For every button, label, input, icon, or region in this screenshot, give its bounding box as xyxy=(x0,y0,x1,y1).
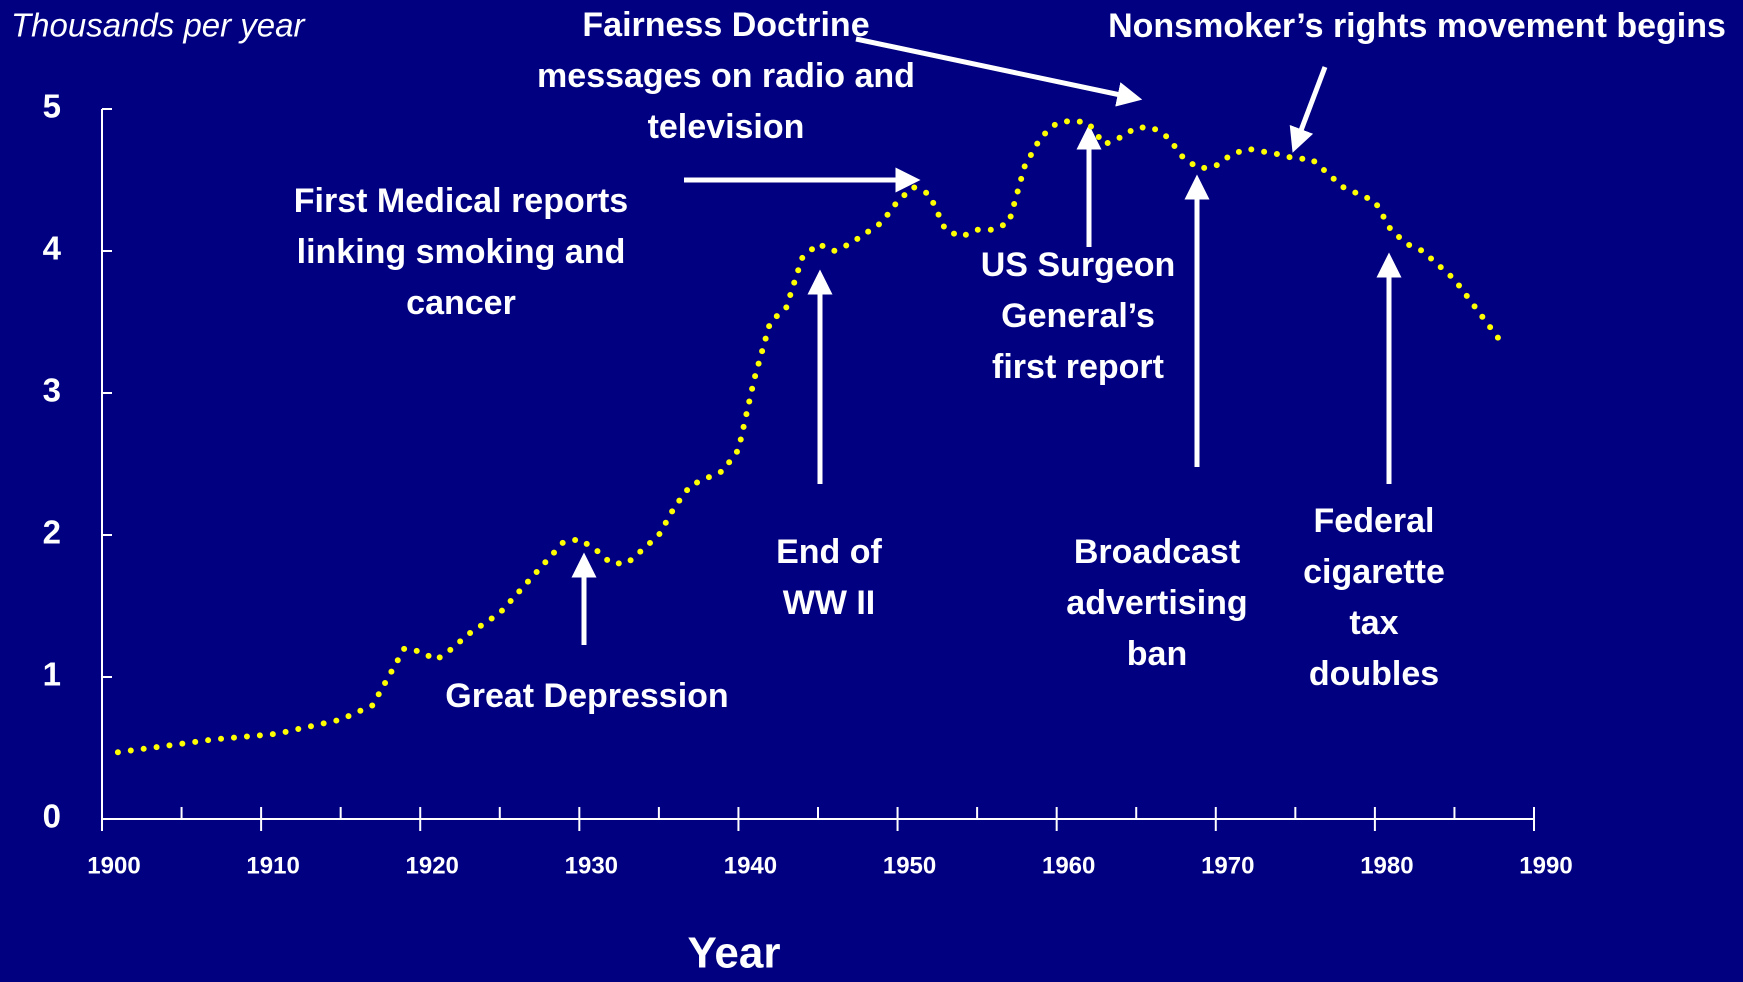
x-tick-label: 1980 xyxy=(1360,852,1413,879)
annotation: Broadcast xyxy=(1074,533,1240,571)
y-tick-label: 1 xyxy=(43,656,61,693)
arrow xyxy=(1289,66,1328,153)
annotation: Nonsmoker’s rights movement begins xyxy=(1108,7,1726,45)
annotation: advertising xyxy=(1066,584,1247,622)
y-tick-label: 2 xyxy=(43,514,61,551)
x-tick-label: 1900 xyxy=(87,852,140,879)
annotation: first report xyxy=(992,348,1164,386)
annotation: cancer xyxy=(406,284,516,322)
annotation: messages on radio and xyxy=(537,57,915,95)
y-tick-label: 0 xyxy=(43,798,61,835)
x-tick-label: 1960 xyxy=(1042,852,1095,879)
data-line xyxy=(114,117,1506,756)
annotation: linking smoking and xyxy=(297,233,626,271)
annotation: General’s xyxy=(1001,297,1155,335)
x-tick-label: 1910 xyxy=(246,852,299,879)
x-axis-label: Year xyxy=(688,929,781,978)
annotation: Fairness Doctrine xyxy=(582,6,869,44)
annotation: television xyxy=(648,108,805,146)
x-tick-label: 1990 xyxy=(1519,852,1572,879)
annotation: ban xyxy=(1127,635,1187,673)
y-tick-label: 3 xyxy=(43,372,61,409)
annotation: WW II xyxy=(783,584,876,622)
y-tick-label: 5 xyxy=(43,88,61,125)
annotation: cigarette xyxy=(1303,553,1445,591)
annotation: tax xyxy=(1349,604,1398,642)
arrow xyxy=(855,36,1143,107)
annotation-arrows xyxy=(571,36,1402,645)
x-tick-label: 1950 xyxy=(883,852,936,879)
annotation: Federal xyxy=(1314,502,1435,540)
annotation: First Medical reports xyxy=(294,182,628,220)
y-axis-label: Thousands per year xyxy=(11,7,307,44)
y-tick-label: 4 xyxy=(43,230,62,267)
annotation: End of xyxy=(776,533,882,571)
annotation: Great Depression xyxy=(445,677,728,715)
x-tick-label: 1930 xyxy=(565,852,618,879)
x-tick-label: 1940 xyxy=(724,852,777,879)
x-tick-label: 1970 xyxy=(1201,852,1254,879)
x-tick-label: 1920 xyxy=(406,852,459,879)
annotation: doubles xyxy=(1309,655,1439,693)
annotation: US Surgeon xyxy=(981,246,1176,284)
